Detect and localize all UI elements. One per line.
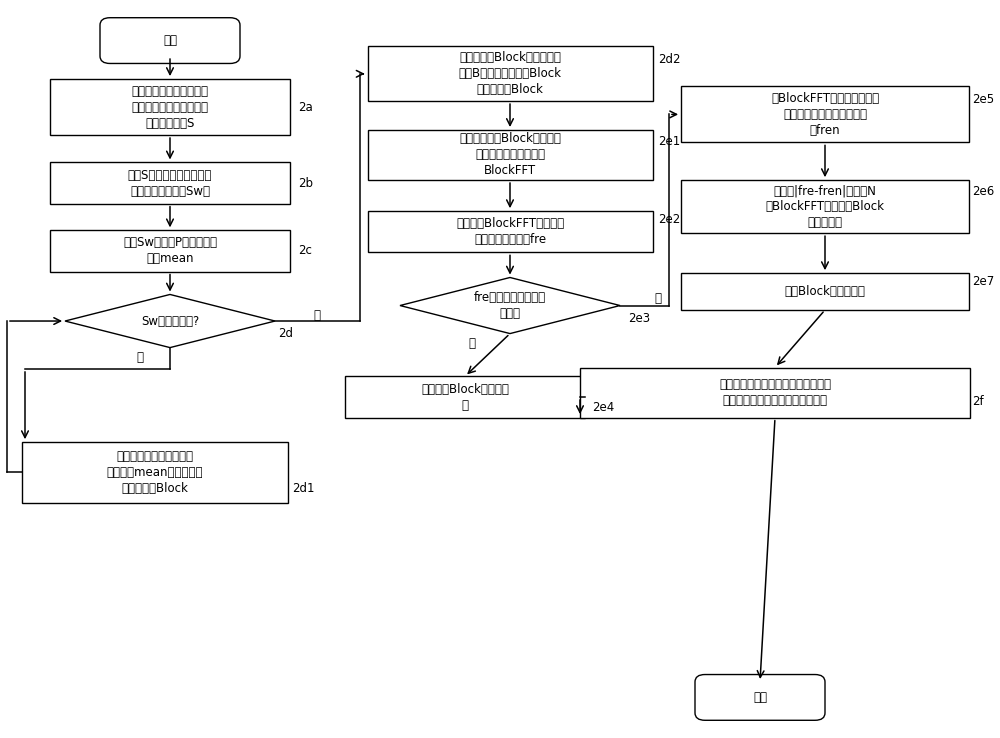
Bar [580, 368, 970, 418]
Text: 其他Block为噪声区间: 其他Block为噪声区间 [785, 285, 865, 298]
Bar [368, 46, 653, 101]
Text: 否: 否 [468, 337, 476, 351]
Bar [50, 230, 290, 272]
Text: Sw是否遍历完?: Sw是否遍历完? [141, 314, 199, 328]
Text: 判断当前Block为噪声区
间: 判断当前Block为噪声区 间 [421, 382, 509, 412]
Text: 2e6: 2e6 [972, 185, 994, 199]
Polygon shape [400, 277, 620, 334]
Text: 2e3: 2e3 [628, 312, 650, 325]
Bar [368, 130, 653, 180]
Bar [368, 211, 653, 252]
Bar [50, 162, 290, 204]
Bar [50, 79, 290, 135]
Text: fre是否属于目标频率
范围？: fre是否属于目标频率 范围？ [474, 291, 546, 320]
Text: 2e4: 2e4 [592, 401, 614, 414]
Text: 2e1: 2e1 [658, 135, 680, 148]
Text: 求BlockFFT中目标频率范围
外的最大样本点值对应的频
率fren: 求BlockFFT中目标频率范围 外的最大样本点值对应的频 率fren [771, 92, 879, 137]
FancyBboxPatch shape [695, 675, 825, 720]
Text: 否: 否 [136, 351, 144, 364]
Text: 2d1: 2d1 [292, 482, 314, 495]
Text: 2f: 2f [972, 395, 984, 408]
Text: 使用带通滤波器对原始音
频数据进行滤波，得到滤
波后音频数据S: 使用带通滤波器对原始音 频数据进行滤波，得到滤 波后音频数据S [132, 85, 208, 129]
Polygon shape [65, 294, 275, 348]
Bar [681, 86, 969, 142]
Text: 是: 是 [654, 292, 662, 305]
Text: 2d2: 2d2 [658, 52, 680, 66]
Text: 结束: 结束 [753, 691, 767, 704]
Text: 2d: 2d [278, 327, 293, 340]
Bar [22, 442, 288, 503]
Text: 2e5: 2e5 [972, 93, 994, 106]
Text: 对所有的噪声区间进行标准化，从而
实现对原始音频数据进行噪声去除: 对所有的噪声区间进行标准化，从而 实现对原始音频数据进行噪声去除 [719, 378, 831, 407]
Text: 2a: 2a [298, 100, 313, 114]
Text: 计算值|fre-fren|最大的N
个BlockFFT所对应的Block
为信号区间: 计算值|fre-fren|最大的N 个BlockFFT所对应的Block 为信号… [766, 184, 885, 229]
Bar [681, 273, 969, 310]
Text: 若两个相邻Block的间隔小于
阈值B，则将两个相邻Block
合并成一个Block: 若两个相邻Block的间隔小于 阈值B，则将两个相邻Block 合并成一个Blo… [458, 52, 562, 96]
Text: 计算每个BlockFFT上最大样
本点值对应的频率fre: 计算每个BlockFFT上最大样 本点值对应的频率fre [456, 217, 564, 246]
Text: 2c: 2c [298, 244, 312, 258]
Text: 是: 是 [314, 308, 320, 322]
Text: 2e7: 2e7 [972, 275, 994, 289]
FancyBboxPatch shape [100, 18, 240, 63]
Text: 2e2: 2e2 [658, 213, 680, 227]
Text: 2b: 2b [298, 176, 313, 190]
Bar [681, 180, 969, 233]
Text: 提取S中所有波峰对应的样
本点值存储于集合Sw中: 提取S中所有波峰对应的样 本点值存储于集合Sw中 [128, 168, 212, 198]
Text: 计算Sw中最后P个样本点的
均值mean: 计算Sw中最后P个样本点的 均值mean [123, 236, 217, 266]
Text: 若相邻两个样本点的值都
大于均值mean，合并成一
个音频区间Block: 若相邻两个样本点的值都 大于均值mean，合并成一 个音频区间Block [107, 450, 203, 494]
Bar [345, 376, 585, 418]
Text: 开始: 开始 [163, 34, 177, 47]
Text: 对每个得到的Block进行快速
傅里叶变化，变化后为
BlockFFT: 对每个得到的Block进行快速 傅里叶变化，变化后为 BlockFFT [459, 133, 561, 177]
